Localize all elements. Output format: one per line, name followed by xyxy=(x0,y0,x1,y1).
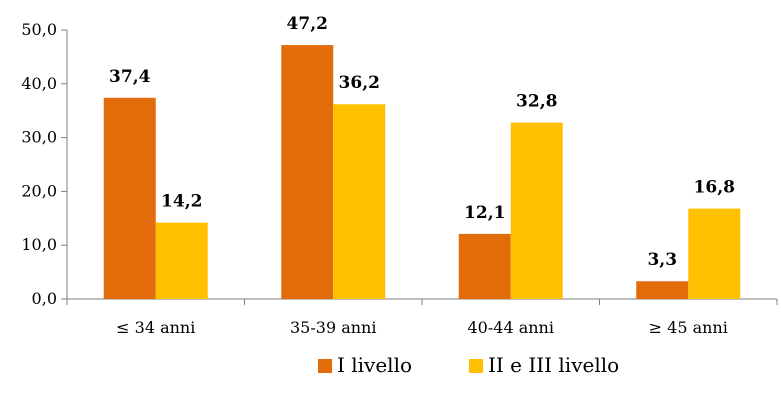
data-label: 32,8 xyxy=(516,92,557,112)
legend-label: II e III livello xyxy=(488,353,619,377)
data-label: 37,4 xyxy=(109,67,151,87)
data-label: 3,3 xyxy=(647,250,677,270)
bar xyxy=(155,222,208,299)
bar xyxy=(510,122,563,299)
data-label: 47,2 xyxy=(287,14,328,34)
x-axis: ≤ 34 anni 35-39 anni 40-44 anni ≥ 45 anni xyxy=(66,298,778,337)
y-tick-label: 50,0 xyxy=(21,20,57,39)
data-label: 12,1 xyxy=(464,203,505,223)
bar xyxy=(333,104,386,299)
legend-swatch xyxy=(469,359,483,373)
legend-label: I livello xyxy=(337,353,412,377)
legend-swatch xyxy=(318,359,332,373)
y-tick-label: 0,0 xyxy=(32,289,57,308)
bar xyxy=(103,97,156,300)
x-category-label: 40-44 anni xyxy=(468,318,554,337)
data-label: 16,8 xyxy=(694,178,735,198)
legend: I livello II e III livello xyxy=(318,353,619,377)
data-label: 36,2 xyxy=(339,73,380,93)
y-tick-label: 40,0 xyxy=(21,74,57,93)
y-tick-label: 30,0 xyxy=(21,128,57,147)
bar xyxy=(636,281,689,299)
data-labels: 37,4 14,2 47,2 36,2 12,1 32,8 3,3 16,8 xyxy=(109,14,735,270)
bar xyxy=(281,45,334,300)
y-tick-label: 20,0 xyxy=(21,181,57,200)
bar xyxy=(688,208,741,299)
bars xyxy=(103,45,741,300)
x-category-label: ≤ 34 anni xyxy=(116,318,195,337)
data-label: 14,2 xyxy=(161,192,202,212)
x-category-label: ≥ 45 anni xyxy=(649,318,728,337)
y-axis: 0,0 10,0 20,0 30,0 40,0 50,0 xyxy=(21,20,68,308)
x-category-label: 35-39 anni xyxy=(290,318,376,337)
y-tick-label: 10,0 xyxy=(21,235,57,254)
bar xyxy=(458,233,511,299)
